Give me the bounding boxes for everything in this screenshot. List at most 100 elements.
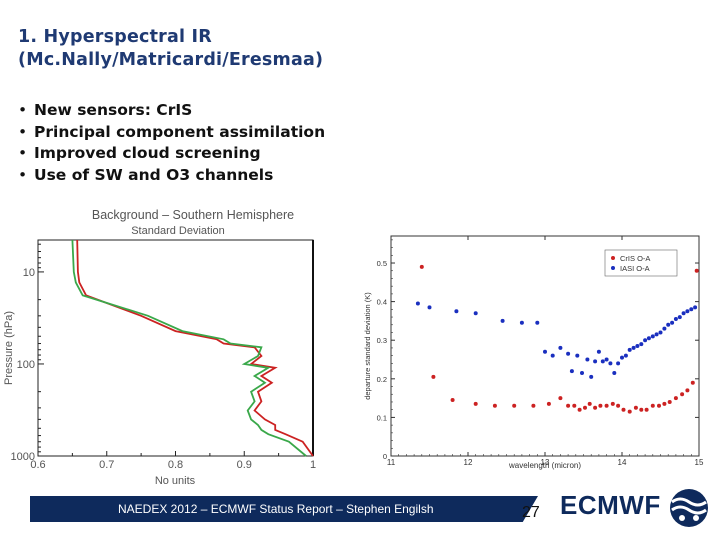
chart2-point-series-0 [657, 403, 661, 408]
chart2-point-series-1 [643, 338, 648, 343]
chart2-y-tick-label: 0.3 [377, 336, 387, 345]
chart2-point-series-1 [620, 355, 624, 360]
chart2-point-series-0 [685, 388, 690, 393]
chart2-legend-marker [611, 266, 615, 270]
chart1-title: Background – Southern Hemisphere [92, 208, 294, 222]
chart2-point-series-0 [492, 403, 497, 408]
chart2-y-tick-label: 0.1 [377, 413, 387, 422]
chart2-point-series-1 [585, 357, 590, 362]
chart2-point-series-1 [689, 307, 694, 312]
chart2-point-series-1 [616, 361, 621, 366]
chart2-legend-label: CrIS O-A [620, 254, 650, 263]
chart2-point-series-0 [531, 403, 536, 408]
chart2-point-series-0 [598, 403, 603, 408]
chart1-series-line-0 [76, 239, 314, 457]
chart1-subtitle: Standard Deviation [131, 225, 225, 237]
chart2-point-series-1 [580, 371, 584, 375]
chart2-point-series-1 [639, 342, 644, 347]
bullet-item: Principal component assimilation [18, 122, 325, 144]
chart1-x-tick-label: 0.8 [168, 459, 183, 471]
chart2-y-tick-label: 0 [383, 452, 387, 461]
chart2-y-tick-label: 0.4 [377, 298, 387, 307]
chart2-point-series-1 [500, 318, 505, 323]
chart2-point-series-0 [431, 374, 436, 379]
chart2-point-series-1 [550, 353, 555, 358]
chart2-point-series-1 [608, 361, 613, 366]
chart2-point-series-1 [693, 305, 698, 310]
chart2-point-series-1 [473, 311, 478, 316]
chart2-point-series-1 [631, 345, 636, 350]
chart2-point-series-0 [662, 401, 667, 406]
chart2-point-series-0 [546, 401, 551, 406]
slide-title-line2: (Mc.Nally/Matricardi/Eresmaa) [18, 50, 324, 70]
chart1-x-tick-label: 0.9 [237, 459, 252, 471]
chart2-point-series-1 [612, 371, 617, 375]
chart2-point-series-0 [644, 407, 649, 412]
chart1-ylabel: Pressure (hPa) [3, 311, 15, 385]
chart2-point-series-1 [635, 344, 640, 348]
chart2-point-series-0 [680, 392, 685, 397]
chart2-x-tick-label: 14 [618, 458, 627, 467]
chart2-point-series-1 [604, 357, 609, 362]
chart2-legend-label: IASI O-A [620, 264, 650, 273]
chart2-point-series-1 [662, 326, 667, 331]
chart2-point-series-0 [650, 403, 655, 408]
chart2-point-series-1 [543, 349, 547, 354]
chart2-point-series-1 [596, 349, 601, 354]
chart2-point-series-1 [677, 315, 682, 320]
chart2-x-tick-label: 12 [464, 458, 473, 467]
bullet-item: New sensors: CrIS [18, 100, 325, 122]
chart2-point-series-0 [616, 403, 621, 408]
chart2-point-series-1 [650, 334, 655, 339]
chart2-ylabel: departure standard deviation (K) [363, 292, 372, 400]
chart2-point-series-1 [575, 353, 580, 358]
background-stddev-chart: Background – Southern Hemisphere Standar… [3, 208, 316, 487]
chart2-point-series-1 [519, 320, 524, 325]
chart2-point-series-1 [454, 309, 459, 314]
chart2-point-series-0 [577, 407, 582, 412]
page-number: 27 [522, 504, 540, 521]
chart1-x-tick-label: 0.7 [99, 459, 114, 471]
chart2-y-tick-label: 0.5 [377, 259, 387, 268]
chart2-point-series-0 [572, 403, 577, 408]
chart2-point-series-1 [670, 320, 675, 325]
chart2-point-series-0 [673, 396, 678, 401]
chart2-point-series-1 [593, 359, 598, 364]
footer-bar [30, 496, 538, 522]
chart2-point-series-1 [658, 330, 663, 335]
ecmwf-brand: ECMWF [560, 490, 661, 520]
chart2-point-series-1 [600, 359, 605, 364]
chart2-point-series-1 [685, 309, 690, 314]
chart2-point-series-0 [593, 405, 598, 410]
chart2-x-tick-label: 13 [541, 458, 550, 467]
ecmwf-logo-icon [670, 489, 708, 527]
chart2-legend-box [604, 249, 678, 277]
chart2-point-series-1 [681, 311, 686, 316]
chart2-point-series-1 [654, 332, 659, 337]
chart2-point-series-1 [566, 351, 571, 356]
chart2-point-series-1 [427, 305, 432, 310]
chart1-series-line-1 [71, 239, 307, 457]
chart2-point-series-0 [633, 405, 638, 410]
chart1-y-tick-label: 10 [23, 267, 35, 279]
footer-text: NAEDEX 2012 – ECMWF Status Report – Step… [118, 502, 434, 516]
bullet-list: New sensors: CrIS Principal component as… [18, 100, 325, 186]
chart2-point-series-1 [558, 345, 563, 350]
chart2-legend-marker [611, 256, 615, 260]
chart2-y-tick-label: 0.2 [377, 375, 387, 384]
bullet-item: Use of SW and O3 channels [18, 165, 325, 187]
bullet-item: Improved cloud screening [18, 143, 325, 165]
oa-scatter-chart: 11 12 13 14 15 0 0.1 0.2 0.3 0.4 0.5 CrIS O-AIASI … [363, 235, 704, 470]
chart2-point-series-0 [558, 396, 563, 401]
chart2-point-series-1 [535, 320, 540, 325]
chart2-point-series-1 [627, 347, 632, 352]
chart2-point-series-0 [587, 401, 592, 406]
chart2-point-series-0 [639, 407, 644, 412]
chart2-point-series-1 [666, 322, 671, 327]
chart1-xlabel: No units [155, 475, 196, 487]
chart1-y-tick-label: 100 [17, 359, 35, 371]
chart2-point-series-1 [569, 369, 574, 374]
chart2-point-series-0 [566, 403, 571, 408]
slide-title: 1. Hyperspectral IR (Mc.Nally/Matricardi… [18, 26, 323, 72]
chart2-point-series-1 [589, 374, 594, 379]
